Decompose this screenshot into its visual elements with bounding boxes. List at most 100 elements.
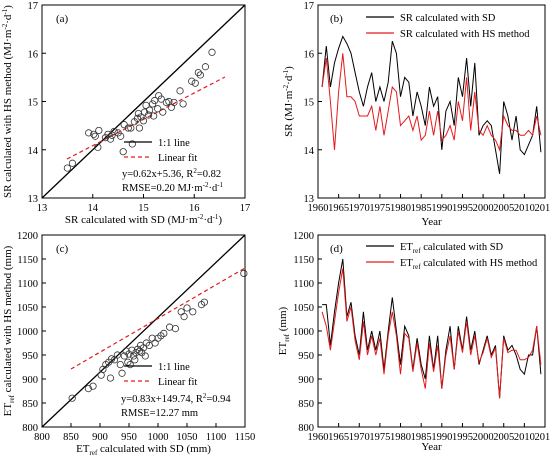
x-tick-label: 1970 bbox=[349, 203, 370, 214]
y-tick-label: 1000 bbox=[17, 327, 38, 338]
scatter-point bbox=[132, 348, 140, 357]
scatter-point bbox=[176, 87, 184, 95]
legend-item-sd: SR calculated with SD bbox=[400, 13, 496, 24]
panel-d-xlabel: Year bbox=[421, 441, 442, 453]
scatter-point bbox=[150, 112, 158, 120]
scatter-point bbox=[170, 98, 178, 107]
panel-c-points bbox=[68, 269, 248, 402]
scatter-point bbox=[137, 113, 145, 121]
scatter-point bbox=[124, 124, 132, 132]
y-tick-label: 14 bbox=[304, 146, 315, 157]
panel-d-ylabel: ETref (mm) bbox=[277, 306, 291, 355]
y-tick-label: 1150 bbox=[293, 255, 314, 266]
panel-d-xticks: 1960 1965 1970 1975 1980 1985 1990 1995 2000 2005… bbox=[308, 423, 550, 443]
x-tick-label: 14 bbox=[88, 203, 99, 214]
legend-item-one-to-one: 1:1 line bbox=[158, 138, 190, 149]
scatter-point bbox=[201, 63, 210, 71]
scatter-point bbox=[151, 339, 159, 347]
y-tick-label: 850 bbox=[22, 399, 38, 410]
scatter-point bbox=[154, 105, 162, 113]
panel-a-grid bbox=[41, 4, 246, 199]
panel-d-series-sd bbox=[322, 258, 542, 399]
x-tick-label: 850 bbox=[63, 432, 79, 443]
panel-b-yticks: 13 14 15 16 17 bbox=[304, 1, 322, 205]
x-tick-label: 1990 bbox=[431, 203, 452, 214]
panel-c-yticks: 800 850 900 950 1000 1050 1100 1150 1200 bbox=[17, 231, 46, 434]
x-tick-label: 1100 bbox=[206, 432, 227, 443]
y-tick-label: 16 bbox=[304, 49, 315, 60]
x-tick-label: 1965 bbox=[328, 432, 349, 443]
x-tick-label: 1960 bbox=[308, 432, 329, 443]
x-tick-label: 2005 bbox=[493, 432, 514, 443]
panel-c-ylabel: ETref calculated with HS method (mm) bbox=[2, 245, 16, 416]
scatter-point bbox=[180, 312, 188, 321]
panel-c-fit-line bbox=[70, 267, 246, 370]
panel-b-series-sd bbox=[321, 35, 542, 174]
scatter-point bbox=[110, 127, 118, 136]
x-tick-label: 13 bbox=[37, 203, 48, 214]
scatter-point bbox=[165, 97, 173, 106]
x-tick-label: 900 bbox=[92, 432, 108, 443]
scatter-point bbox=[90, 130, 98, 138]
panel-a-legend: 1:1 line Linear fit bbox=[124, 138, 197, 164]
panel-a-ylabel: SR calculated with HS method (MJ·m-2·d-1… bbox=[1, 5, 14, 198]
y-tick-label: 950 bbox=[298, 351, 314, 362]
scatter-point bbox=[94, 143, 102, 151]
panel-c-equation: y=0.83x+149.74, R2=0.94 bbox=[121, 392, 231, 405]
panel-a-one-to-one-line bbox=[41, 4, 246, 199]
panel-a-equation: y=0.62x+5.36, R2=0.82 bbox=[122, 167, 221, 180]
scatter-point bbox=[142, 101, 150, 109]
scatter-point bbox=[240, 269, 248, 277]
x-tick-label: 16 bbox=[189, 203, 200, 214]
panel-d: 1960 1965 1970 1975 1980 1985 1990 1995 2000 2005… bbox=[277, 231, 550, 453]
y-tick-label: 1200 bbox=[17, 231, 38, 242]
scatter-point bbox=[116, 360, 124, 369]
y-tick-label: 800 bbox=[298, 423, 314, 434]
panel-a-xticks: 13 14 15 16 17 bbox=[37, 194, 250, 214]
y-tick-label: 850 bbox=[298, 399, 314, 410]
x-tick-label: 1150 bbox=[235, 432, 256, 443]
scatter-point bbox=[91, 132, 99, 140]
x-tick-label: 1995 bbox=[452, 432, 473, 443]
panel-b-ylabel: SR (MJ·m-2·d-1) bbox=[282, 66, 295, 137]
scatter-point bbox=[194, 68, 202, 77]
scatter-point bbox=[68, 394, 76, 402]
x-tick-label: 1995 bbox=[452, 203, 473, 214]
y-tick-label: 1050 bbox=[293, 303, 314, 314]
x-tick-label: 1985 bbox=[411, 203, 432, 214]
scatter-point bbox=[95, 126, 103, 135]
scatter-point bbox=[157, 95, 165, 103]
scatter-point bbox=[117, 132, 125, 140]
panel-c-one-to-one-line bbox=[41, 234, 246, 428]
scatter-point bbox=[106, 135, 115, 143]
panel-d-legend: ETref calculated with SD ETref calculate… bbox=[366, 242, 538, 271]
y-tick-label: 13 bbox=[304, 194, 315, 205]
scatter-point bbox=[89, 382, 97, 390]
scatter-point bbox=[127, 124, 135, 132]
legend-item-one-to-one: 1:1 line bbox=[158, 362, 190, 373]
y-tick-label: 1100 bbox=[17, 279, 38, 290]
y-tick-label: 13 bbox=[28, 194, 39, 205]
y-tick-label: 1200 bbox=[293, 231, 314, 242]
scatter-point bbox=[151, 96, 159, 105]
scatter-point bbox=[118, 369, 126, 377]
x-tick-label: 2000 bbox=[473, 432, 494, 443]
scatter-point bbox=[108, 355, 116, 363]
x-tick-label: 1980 bbox=[390, 432, 411, 443]
scatter-point bbox=[131, 356, 139, 364]
scatter-point bbox=[141, 352, 149, 360]
panel-b: 1960 1965 1970 1975 1980 1985 1990 1995 2000 2005… bbox=[282, 1, 550, 228]
legend-item-linear-fit: Linear fit bbox=[158, 377, 197, 388]
y-tick-label: 15 bbox=[304, 98, 315, 109]
legend-item-hs: ETref calculated with HS method bbox=[400, 258, 538, 271]
scatter-point bbox=[159, 108, 167, 116]
x-tick-label: 2015 bbox=[535, 203, 550, 214]
panel-a-label: (a) bbox=[56, 13, 69, 25]
y-tick-label: 1000 bbox=[293, 327, 314, 338]
y-tick-label: 1150 bbox=[17, 255, 38, 266]
scatter-point bbox=[108, 131, 116, 139]
panel-c: 800 850 900 950 1000 1050 1100 1150 800 850 900 95… bbox=[2, 231, 255, 455]
scatter-point bbox=[120, 121, 128, 129]
x-tick-label: 15 bbox=[138, 203, 149, 214]
panel-a-fit-line bbox=[66, 76, 226, 160]
